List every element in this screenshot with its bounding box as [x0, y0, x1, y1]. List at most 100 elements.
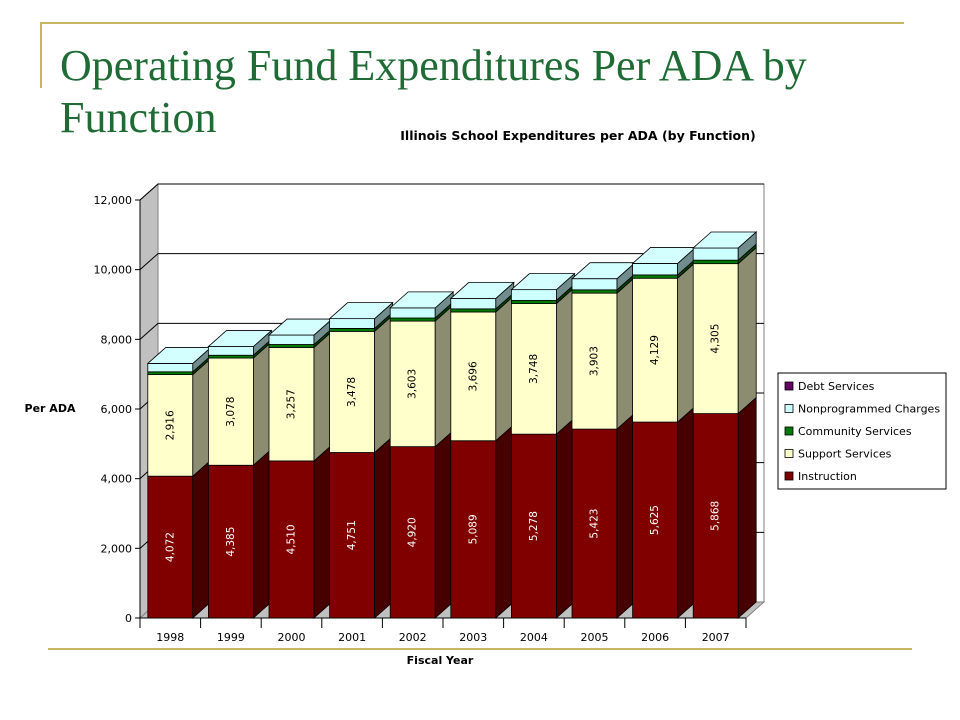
legend-swatch — [784, 381, 794, 391]
top-rule — [42, 22, 904, 24]
data-label-instruction-2002: 4,920 — [407, 517, 419, 547]
bar-support-services-2003 — [450, 311, 497, 442]
data-label-support-services-2001: 3,478 — [346, 377, 358, 407]
y-tick-label: 6,000 — [101, 403, 133, 416]
data-label-support-services-2000: 3,257 — [286, 389, 298, 419]
x-tick-label: 2000 — [278, 631, 306, 644]
data-label-instruction-2004: 5,278 — [528, 511, 540, 541]
legend-label: Support Services — [798, 448, 892, 461]
plot-area: 0 2,000 4,000 6,000 8,000 10,000 12,000 1998 199… — [94, 182, 766, 644]
slide-title: Operating Fund Expenditures Per ADA by F… — [60, 41, 807, 142]
y-axis-label: Per ADA — [25, 402, 76, 415]
bar-community-services-2007 — [692, 259, 739, 265]
data-label-support-services-2005: 3,903 — [589, 346, 601, 376]
bar-community-services-2004 — [510, 300, 557, 304]
chart-title: Illinois School Expenditures per ADA (by… — [400, 128, 755, 143]
data-label-instruction-2001: 4,751 — [346, 520, 358, 550]
bar-side-instruction-2007 — [737, 396, 757, 619]
bar-support-services-2005 — [571, 292, 618, 430]
x-tick-label: 2003 — [459, 631, 487, 644]
bar-top-nonprogrammed-charges-2004 — [510, 273, 576, 291]
y-tick-label: 10,000 — [94, 264, 133, 277]
data-label-instruction-2003: 5,089 — [467, 514, 479, 544]
data-label-support-services-1998: 2,916 — [164, 410, 176, 440]
data-label-instruction-2000: 4,510 — [286, 524, 298, 554]
legend-swatch — [784, 449, 794, 458]
data-label-instruction-1999: 4,385 — [225, 527, 237, 557]
y-tick-label: 8,000 — [101, 333, 133, 346]
y-tick-label: 4,000 — [101, 473, 133, 486]
legend-swatch — [784, 471, 794, 481]
bar-instruction-2005 — [571, 428, 618, 619]
bar-nonprogrammed-charges-1999 — [207, 346, 254, 356]
bar-nonprogrammed-charges-2007 — [692, 247, 739, 261]
bar-nonprogrammed-charges-2003 — [450, 298, 497, 310]
x-tick-label: 2005 — [581, 631, 609, 644]
bar-nonprogrammed-charges-2005 — [571, 278, 618, 291]
x-tick-label: 2001 — [338, 631, 366, 644]
bar-support-services-2001 — [329, 330, 376, 453]
data-label-instruction-2007: 5,868 — [710, 501, 722, 531]
bar-community-services-1999 — [207, 354, 254, 359]
bar-nonprogrammed-charges-2001 — [329, 318, 376, 329]
bar-support-services-2000 — [268, 347, 315, 462]
gridline — [139, 183, 764, 201]
bar-top-nonprogrammed-charges-2001 — [328, 302, 394, 320]
x-tick-label: 1998 — [156, 631, 184, 644]
bar-top-nonprogrammed-charges-1999 — [207, 330, 273, 347]
bar-support-services-2007 — [692, 263, 739, 414]
x-tick-label: 2004 — [520, 631, 548, 644]
bar-instruction-1999 — [207, 464, 254, 619]
bar-instruction-2006 — [632, 421, 678, 619]
bar-community-services-2005 — [571, 289, 618, 294]
data-label-support-services-2006: 4,129 — [649, 335, 661, 365]
data-label-instruction-2005: 5,423 — [589, 509, 601, 539]
data-label-support-services-2003: 3,696 — [467, 361, 479, 391]
bar-top-nonprogrammed-charges-2007 — [692, 231, 758, 249]
bar-instruction-2002 — [389, 446, 436, 619]
bar-instruction-2004 — [510, 433, 557, 619]
legend: Debt Services Nonprogrammed Charges Commun… — [777, 372, 947, 490]
bar-support-services-1998 — [147, 374, 194, 477]
legend-box — [777, 372, 947, 490]
y-tick-label: 0 — [125, 612, 132, 625]
bar-support-services-2002 — [389, 320, 436, 448]
data-label-support-services-2002: 3,603 — [407, 369, 419, 399]
bar-community-services-2003 — [450, 308, 497, 313]
bar-nonprogrammed-charges-1998 — [147, 363, 194, 373]
bar-nonprogrammed-charges-2002 — [389, 307, 436, 319]
legend-label: Debt Services — [798, 380, 875, 393]
x-tick-label: 2002 — [399, 631, 427, 644]
data-label-support-services-2004: 3,748 — [528, 354, 540, 384]
gridline — [139, 253, 764, 271]
bar-top-nonprogrammed-charges-2003 — [449, 282, 515, 299]
data-label-instruction-1998: 4,072 — [164, 532, 176, 562]
bar-nonprogrammed-charges-2000 — [268, 334, 315, 345]
bar-instruction-2000 — [268, 460, 315, 619]
y-tick-label: 12,000 — [94, 194, 133, 207]
bar-community-services-2000 — [268, 344, 315, 348]
bar-nonprogrammed-charges-2006 — [632, 263, 678, 276]
data-label-instruction-2006: 5,625 — [649, 505, 661, 535]
legend-label: Nonprogrammed Charges — [798, 403, 940, 416]
legend-label: Instruction — [798, 470, 857, 483]
x-tick-label: 1999 — [217, 631, 245, 644]
data-label-support-services-2007: 4,305 — [710, 324, 722, 354]
x-tick-label: 2007 — [702, 631, 730, 644]
bar-nonprogrammed-charges-2004 — [510, 289, 557, 301]
x-tick-label: 2006 — [641, 631, 669, 644]
x-axis-label: Fiscal Year — [407, 654, 474, 667]
bar-instruction-2001 — [329, 452, 376, 619]
bar-top-nonprogrammed-charges-2002 — [389, 291, 455, 309]
legend-label: Community Services — [798, 425, 912, 438]
bar-community-services-1998 — [147, 371, 194, 375]
data-label-support-services-1999: 3,078 — [225, 397, 237, 427]
legend-swatch — [784, 426, 794, 436]
bar-instruction-2007 — [692, 413, 739, 619]
legend-swatch — [784, 404, 794, 413]
bar-side-support-services-2007 — [737, 246, 757, 415]
bottom-rule — [48, 648, 912, 650]
bar-community-services-2006 — [632, 274, 678, 279]
bar-community-services-2002 — [389, 317, 436, 322]
